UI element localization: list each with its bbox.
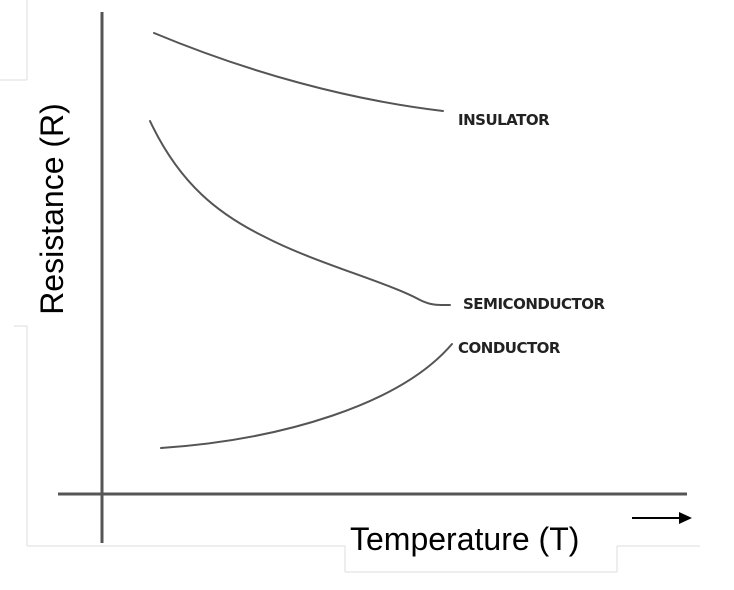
background-frame <box>0 0 700 573</box>
insulator-curve <box>153 32 444 112</box>
semiconductor-curve <box>149 120 451 307</box>
arrow-right-icon <box>632 512 692 524</box>
semiconductor-label: SEMICONDUCTOR <box>463 295 605 313</box>
conductor-label: CONDUCTOR <box>458 339 561 357</box>
insulator-label: INSULATOR <box>458 111 550 129</box>
y-axis-label: Resistance (R) <box>34 103 70 315</box>
conductor-curve <box>160 343 453 449</box>
x-axis-label: Temperature (T) <box>350 521 580 557</box>
